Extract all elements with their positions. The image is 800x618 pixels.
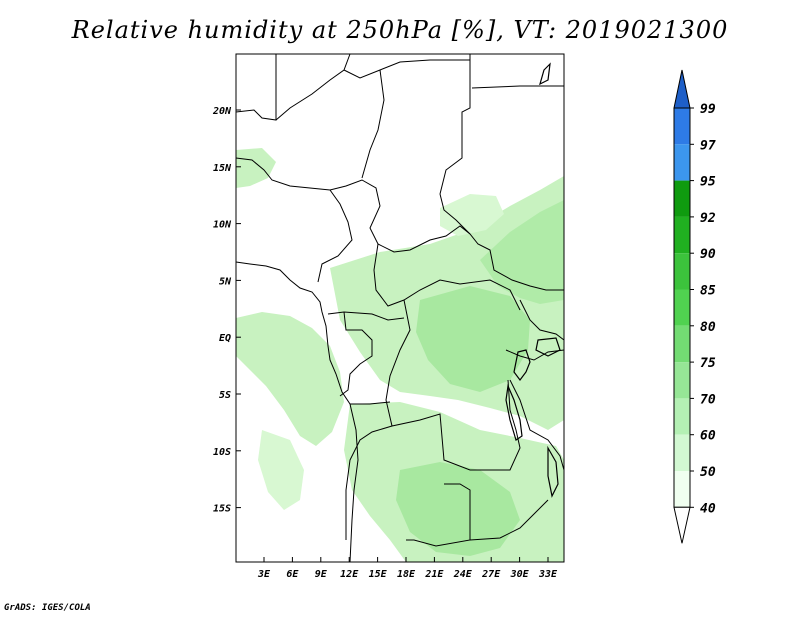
lat-tick-label: 5N [219, 276, 232, 287]
lakes [505, 62, 561, 498]
lon-tick-label: 6E [286, 569, 299, 580]
border-path [327, 311, 405, 321]
border-path [235, 157, 564, 291]
lake-outline [505, 383, 523, 441]
border-path [235, 54, 277, 121]
colorbar-segment [674, 216, 690, 254]
lon-tick-label: 21E [424, 569, 444, 580]
colorbar-label: 99 [700, 102, 716, 117]
country-boundaries [235, 53, 565, 563]
lon-tick-label: 15E [369, 569, 388, 580]
lon-tick-label: 24E [453, 569, 473, 580]
lon-tick-label: 12E [340, 569, 359, 580]
lon-tick-label: 27E [481, 569, 501, 580]
map-panel: 20N 15N 10N 5N EQ 5S 10S 15S 3E 6E 9E 12E 15E 18E 21E… [212, 53, 565, 580]
colorbar-segment [674, 325, 690, 363]
lon-tick-label: 3E [257, 569, 271, 580]
lake-outline [513, 349, 531, 381]
colorbar-label: 80 [700, 320, 716, 335]
colorbar-segment [674, 289, 690, 326]
lon-tick-label: 33E [538, 569, 558, 580]
border-path [275, 53, 351, 121]
lat-tick-label: 20N [212, 106, 232, 117]
colorbar-segment [674, 144, 690, 181]
colorbar-label: 40 [700, 501, 716, 516]
lat-tick-label: EQ [219, 333, 231, 344]
lat-tick-label: 5S [219, 390, 231, 401]
colorbar-bottom-cap [673, 506, 691, 544]
chart-title: Relative humidity at 250hPa [%], VT: 201… [71, 16, 729, 44]
lon-tick-label: 30E [510, 569, 530, 580]
lat-tick-label: 10N [213, 220, 232, 231]
colorbar: 99 97 95 92 90 85 80 75 70 60 50 40 [673, 69, 716, 544]
humidity-area-north-west [236, 148, 276, 188]
lat-tick-label: 15S [213, 504, 231, 515]
credit-label: GrADS: IGES/COLA [4, 603, 91, 613]
border-path [471, 85, 564, 89]
colorbar-label: 85 [700, 284, 716, 299]
border-path [439, 54, 471, 195]
map-frame [235, 53, 565, 563]
lon-tick-label: 18E [397, 569, 416, 580]
humidity-area-southwest-patch [258, 430, 304, 510]
border-path [505, 349, 565, 361]
colorbar-label: 60 [700, 429, 716, 444]
border-path [373, 243, 521, 311]
coastline-path [235, 261, 359, 563]
colorbar-label: 50 [700, 465, 716, 480]
colorbar-segment [674, 471, 690, 508]
colorbar-label: 75 [700, 356, 716, 371]
colorbar-segment [674, 398, 690, 435]
border-path [350, 401, 391, 405]
border-path [361, 69, 385, 179]
colorbar-label: 95 [700, 175, 716, 190]
humidity-area-east-band [480, 200, 564, 304]
longitude-axis: 3E 6E 9E 12E 15E 18E 21E 24E 27E 30E 33E [257, 557, 558, 580]
colorbar-label: 90 [700, 247, 716, 262]
lon-tick-label: 9E [315, 569, 328, 580]
colorbar-segment [674, 253, 690, 290]
border-path [345, 425, 393, 540]
colorbar-segment [674, 180, 690, 217]
colorbar-segment [674, 434, 690, 471]
colorbar-segment [674, 108, 690, 145]
humidity-shading [236, 148, 564, 562]
humidity-area-central-core [416, 286, 530, 392]
lake-outline [535, 337, 561, 357]
lake-outline [539, 62, 551, 86]
border-path [339, 311, 373, 397]
latitude-axis: 20N 15N 10N 5N EQ 5S 10S 15S [212, 106, 241, 515]
border-path [509, 379, 565, 471]
colorbar-label: 97 [700, 138, 716, 153]
colorbar-segment [674, 362, 690, 399]
colorbar-label: 92 [700, 211, 716, 226]
border-path [469, 499, 549, 541]
border-path [317, 189, 353, 283]
humidity-area-north-patch [440, 194, 504, 236]
lat-tick-label: 10S [213, 447, 231, 458]
border-path [519, 299, 565, 341]
colorbar-label: 70 [700, 392, 716, 407]
lake-outline [547, 445, 559, 498]
humidity-area-south-core [396, 462, 520, 556]
colorbar-top-cap [673, 69, 691, 109]
humidity-area-west-coast [236, 312, 344, 446]
border-path [439, 193, 471, 235]
lat-tick-label: 15N [213, 163, 232, 174]
